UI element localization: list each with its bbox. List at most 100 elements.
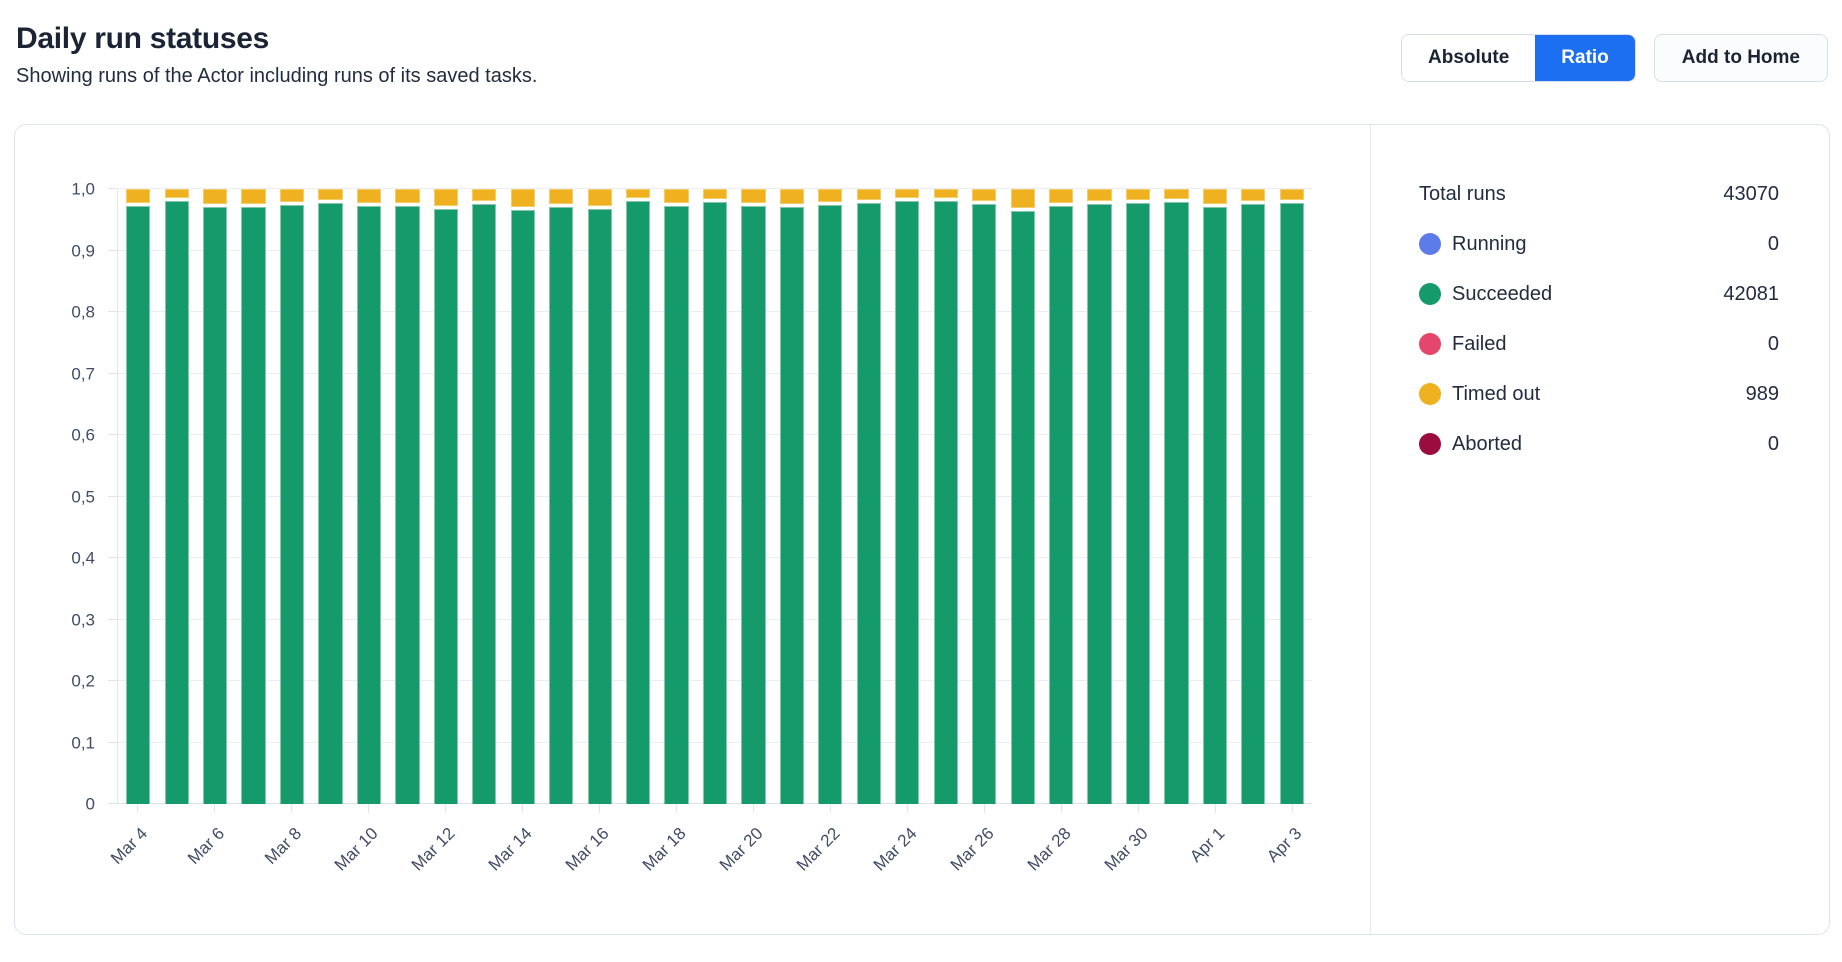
stacked-bar-mar-19[interactable] [702,189,728,804]
bar-segment-succeeded[interactable] [1241,204,1266,804]
bar-segment-succeeded[interactable] [664,206,689,804]
stacked-bar-mar-25[interactable] [933,189,958,804]
bar-segment-succeeded[interactable] [1010,211,1035,804]
stacked-bar-mar-20[interactable] [741,189,766,804]
bar-segment-succeeded[interactable] [356,206,382,804]
stacked-bar-mar-8[interactable] [279,189,305,804]
bar-segment-succeeded[interactable] [472,204,497,804]
bar-segment-timed-out[interactable] [1010,189,1035,208]
add-to-home-button[interactable]: Add to Home [1653,34,1828,82]
bar-segment-succeeded[interactable] [1125,203,1151,804]
stacked-bar-mar-17[interactable] [626,189,651,804]
legend-row-aborted[interactable]: Aborted 0 [1419,419,1779,469]
bar-segment-timed-out[interactable] [856,189,881,200]
stacked-bar-mar-24[interactable] [895,189,920,804]
stacked-bar-mar-14[interactable] [510,189,535,804]
bar-segment-timed-out[interactable] [664,189,689,203]
bar-segment-succeeded[interactable] [395,206,420,804]
bar-segment-succeeded[interactable] [126,206,151,804]
bar-segment-succeeded[interactable] [1279,203,1304,804]
stacked-bar-mar-15[interactable] [549,189,574,804]
bar-segment-succeeded[interactable] [549,207,574,804]
legend-row-succeeded[interactable]: Succeeded 42081 [1419,269,1779,319]
stacked-bar-mar-12[interactable] [433,189,458,804]
legend-row-failed[interactable]: Failed 0 [1419,319,1779,369]
stacked-bar-mar-26[interactable] [972,189,997,804]
stacked-bar-mar-21[interactable] [779,189,805,804]
bar-segment-timed-out[interactable] [356,189,382,203]
bar-segment-timed-out[interactable] [1279,189,1304,200]
bar-segment-timed-out[interactable] [702,189,728,199]
bar-segment-succeeded[interactable] [1202,207,1228,804]
stacked-bar-mar-29[interactable] [1087,189,1112,804]
stacked-bar-mar-22[interactable] [818,189,843,804]
stacked-bar-mar-7[interactable] [241,189,266,804]
bar-segment-succeeded[interactable] [203,207,228,804]
bar-segment-timed-out[interactable] [549,189,574,204]
stacked-bar-mar-16[interactable] [587,189,612,804]
bar-segment-timed-out[interactable] [318,189,343,200]
bar-segment-timed-out[interactable] [1241,189,1266,201]
stacked-bar-apr-1[interactable] [1202,189,1228,804]
ratio-button[interactable]: Ratio [1535,35,1635,81]
bar-segment-succeeded[interactable] [972,204,997,804]
stacked-bar-mar-10[interactable] [356,189,382,804]
bar-segment-succeeded[interactable] [318,203,343,804]
stacked-bar-mar-18[interactable] [664,189,689,804]
stacked-bar-mar-28[interactable] [1048,189,1074,804]
bar-segment-timed-out[interactable] [395,189,420,203]
bar-segment-succeeded[interactable] [433,209,458,804]
bar-segment-timed-out[interactable] [741,189,766,203]
bar-segment-succeeded[interactable] [164,201,189,804]
bar-segment-succeeded[interactable] [510,210,535,804]
bar-segment-timed-out[interactable] [510,189,535,207]
bar-segment-timed-out[interactable] [1125,189,1151,200]
bar-segment-timed-out[interactable] [1087,189,1112,201]
stacked-bar-mar-11[interactable] [395,189,420,804]
legend-row-running[interactable]: Running 0 [1419,219,1779,269]
bar-segment-timed-out[interactable] [126,189,151,203]
stacked-bar-mar-4[interactable] [126,189,151,804]
absolute-button[interactable]: Absolute [1402,35,1536,81]
bar-segment-succeeded[interactable] [818,205,843,804]
bar-segment-succeeded[interactable] [779,207,805,804]
bar-segment-timed-out[interactable] [818,189,843,202]
stacked-bar-mar-30[interactable] [1125,189,1151,804]
bar-segment-timed-out[interactable] [164,189,189,198]
bar-segment-timed-out[interactable] [895,189,920,198]
bar-segment-timed-out[interactable] [972,189,997,201]
bar-segment-succeeded[interactable] [1087,204,1112,804]
stacked-bar-mar-27[interactable] [1010,189,1035,804]
stacked-bar-mar-9[interactable] [318,189,343,804]
bar-segment-succeeded[interactable] [241,207,266,804]
bar-segment-timed-out[interactable] [472,189,497,201]
legend-row-timed-out[interactable]: Timed out 989 [1419,369,1779,419]
bar-segment-timed-out[interactable] [1202,189,1228,204]
bar-segment-timed-out[interactable] [1048,189,1074,203]
bar-segment-timed-out[interactable] [241,189,266,204]
bar-segment-timed-out[interactable] [203,189,228,204]
stacked-bar-apr-2[interactable] [1241,189,1266,804]
bar-segment-succeeded[interactable] [856,203,881,804]
bar-segment-succeeded[interactable] [1048,206,1074,804]
bar-segment-succeeded[interactable] [587,209,612,804]
bar-segment-succeeded[interactable] [895,201,920,804]
stacked-bar-mar-6[interactable] [203,189,228,804]
stacked-bar-mar-31[interactable] [1164,189,1189,804]
stacked-bar-mar-5[interactable] [164,189,189,804]
stacked-bar-apr-3[interactable] [1279,189,1304,804]
bar-segment-timed-out[interactable] [1164,189,1189,199]
bar-segment-succeeded[interactable] [702,202,728,804]
bar-segment-timed-out[interactable] [779,189,805,204]
stacked-bar-mar-13[interactable] [472,189,497,804]
bar-segment-succeeded[interactable] [933,201,958,804]
bar-segment-timed-out[interactable] [433,189,458,206]
bar-segment-timed-out[interactable] [626,189,651,198]
bar-segment-succeeded[interactable] [741,206,766,804]
bar-segment-timed-out[interactable] [279,189,305,202]
bar-segment-succeeded[interactable] [1164,202,1189,804]
bar-segment-timed-out[interactable] [933,189,958,198]
stacked-bar-mar-23[interactable] [856,189,881,804]
bar-segment-timed-out[interactable] [587,189,612,206]
bar-segment-succeeded[interactable] [279,205,305,804]
